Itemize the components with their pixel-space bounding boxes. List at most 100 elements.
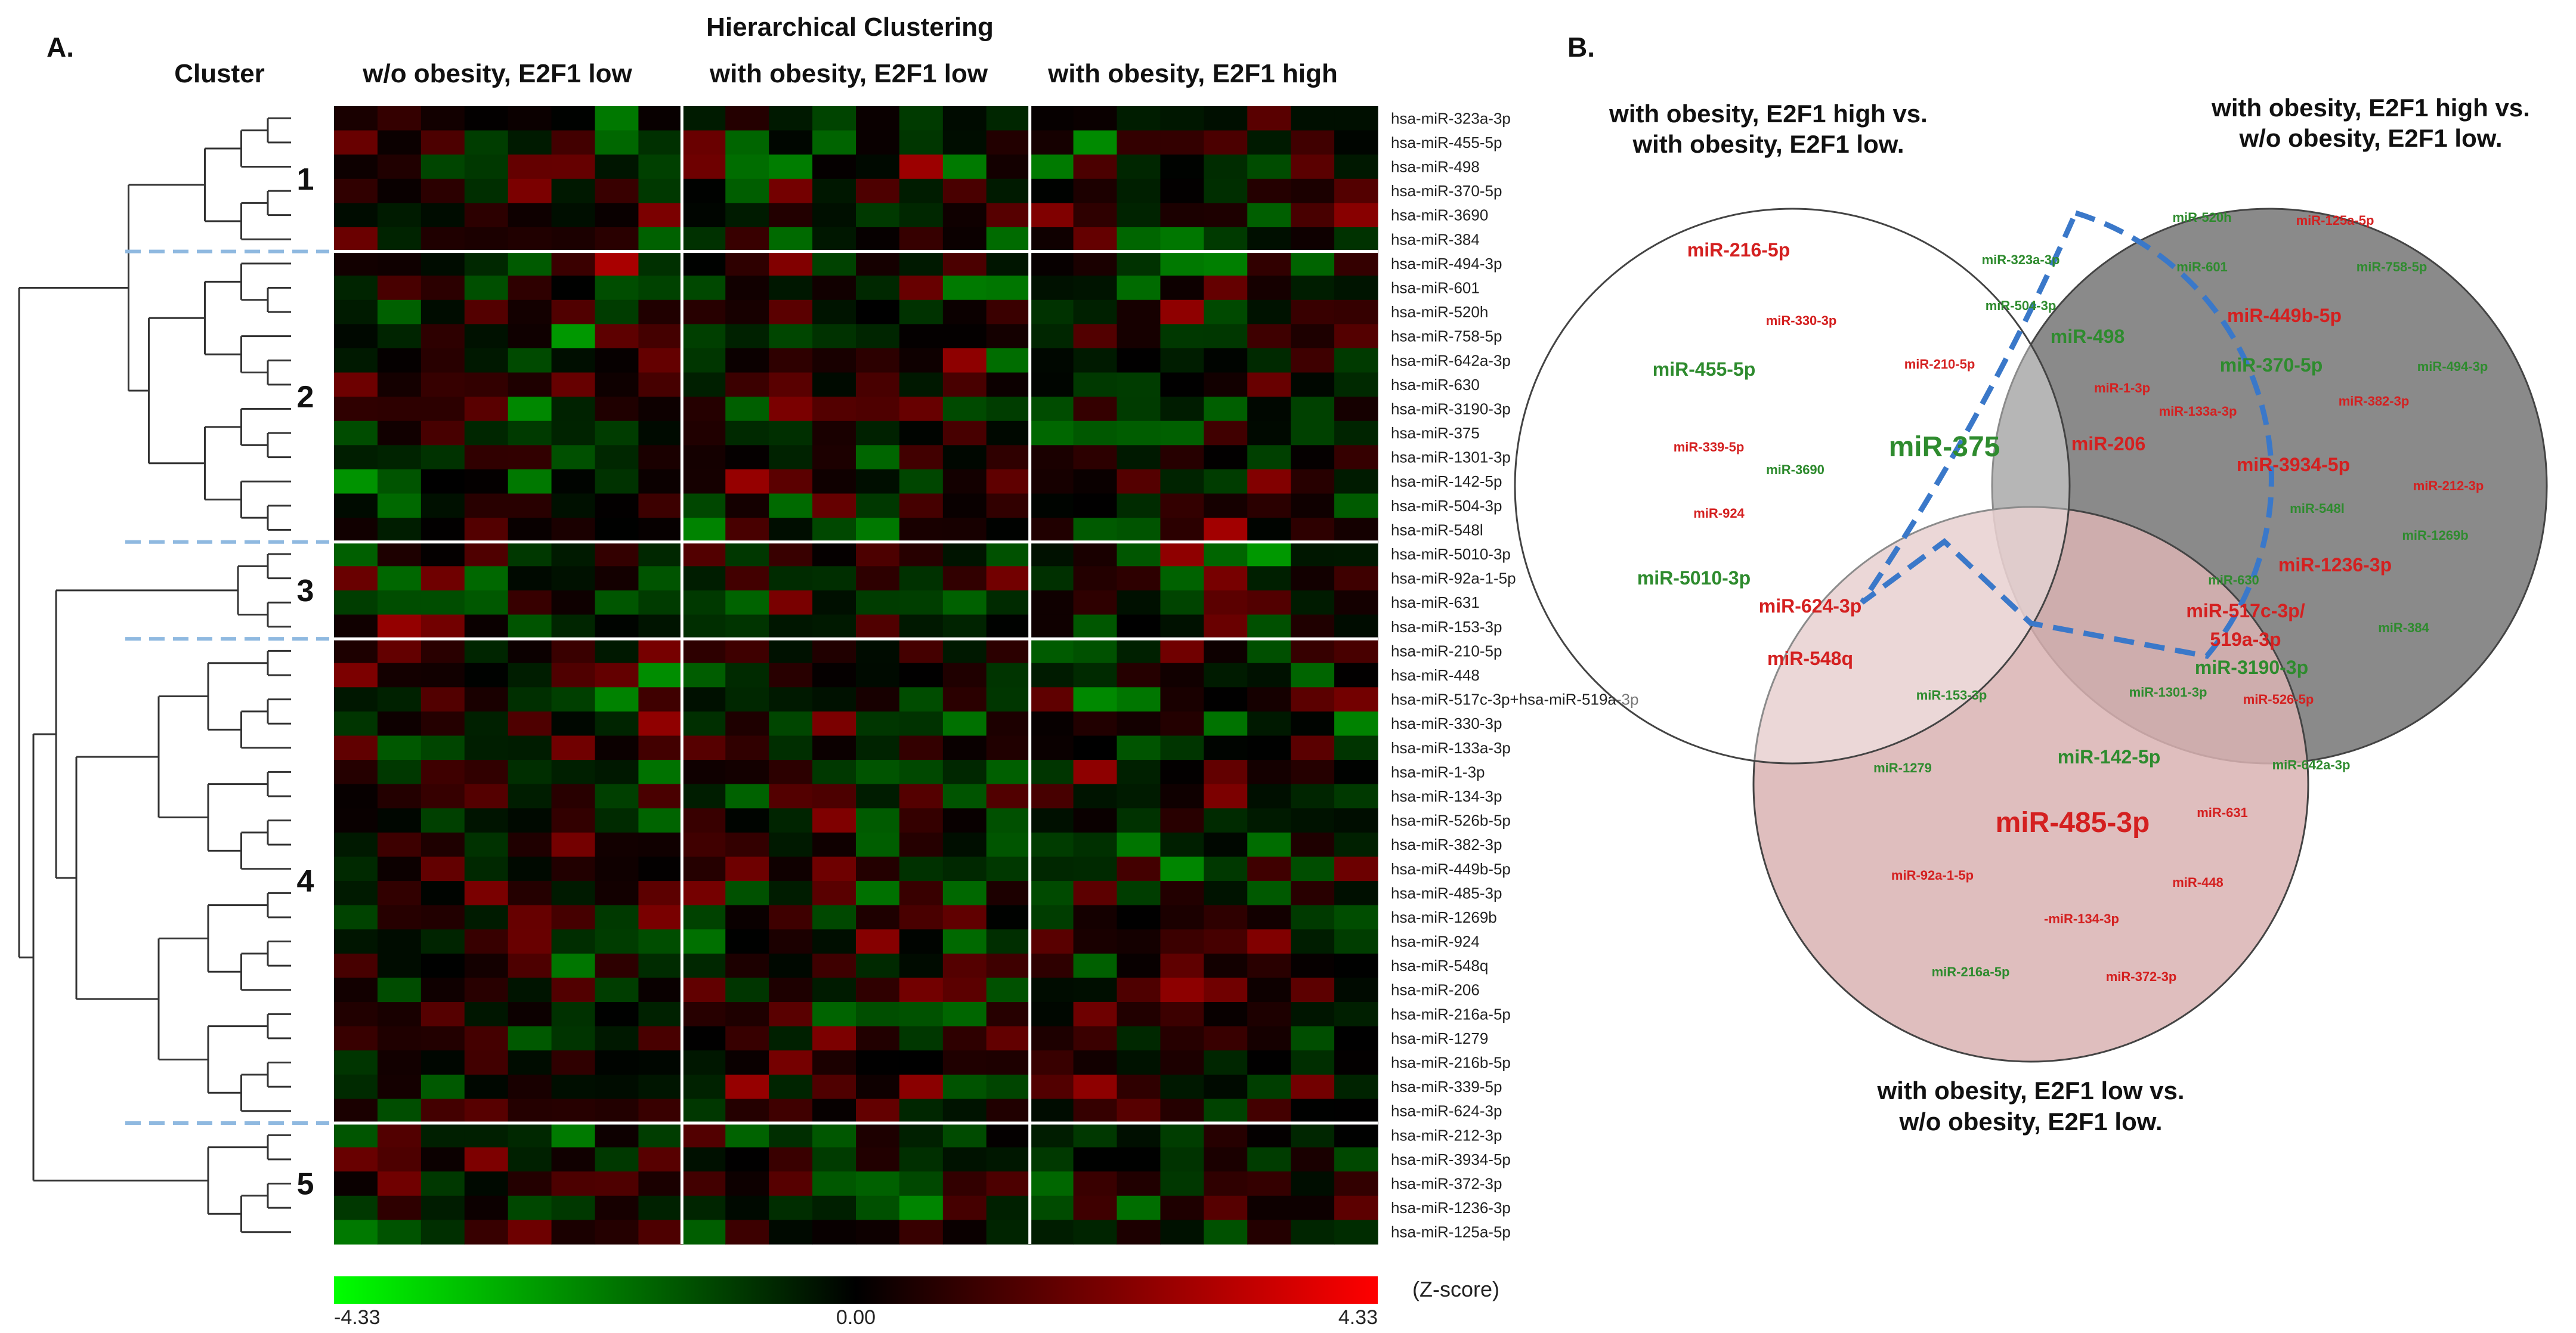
heatmap-cell xyxy=(899,735,944,760)
heatmap-cell xyxy=(725,372,769,397)
cluster-header: Cluster xyxy=(174,59,265,88)
cluster-number: 3 xyxy=(297,574,314,608)
heatmap-cell xyxy=(899,397,944,422)
heatmap-cell xyxy=(334,760,378,785)
heatmap-cell xyxy=(682,566,726,591)
heatmap-cell xyxy=(551,566,596,591)
heatmap-cell xyxy=(986,1123,1031,1148)
heatmap-cell xyxy=(508,469,552,494)
heatmap-cell xyxy=(1029,978,1074,1003)
heatmap-cell xyxy=(638,856,682,882)
heatmap-cell xyxy=(1291,905,1335,930)
heatmap-cell xyxy=(1247,493,1291,518)
heatmap-cell xyxy=(899,566,944,591)
heatmap-cell xyxy=(812,929,856,954)
heatmap-cell xyxy=(464,784,509,809)
heatmap-cell xyxy=(942,542,987,567)
heatmap-cell xyxy=(942,1050,987,1075)
heatmap-cell xyxy=(1204,203,1248,228)
colorbar-mid-label: 0.00 xyxy=(836,1306,876,1329)
row-label: hsa-miR-601 xyxy=(1391,279,1480,297)
heatmap-cell xyxy=(856,590,900,616)
heatmap-cell xyxy=(1160,929,1204,954)
heatmap-cell xyxy=(942,1002,987,1027)
heatmap-cell xyxy=(682,784,726,809)
heatmap-cell xyxy=(334,1195,378,1221)
venn-circle-bottom xyxy=(1752,506,2309,1063)
heatmap-cell xyxy=(1117,639,1161,664)
heatmap-cell xyxy=(464,1050,509,1075)
heatmap-cell xyxy=(551,445,596,470)
heatmap-cell xyxy=(1204,1099,1248,1124)
heatmap-cell xyxy=(899,905,944,930)
heatmap-cell xyxy=(856,978,900,1003)
heatmap-cell xyxy=(1334,203,1378,228)
heatmap-cell xyxy=(1247,227,1291,252)
heatmap-cell xyxy=(769,905,813,930)
heatmap-cell xyxy=(1073,639,1118,664)
heatmap-cell xyxy=(1073,881,1118,906)
heatmap-cell xyxy=(1204,276,1248,301)
heatmap-cell xyxy=(1291,832,1335,858)
heatmap-cell xyxy=(1247,324,1291,349)
heatmap-cell xyxy=(464,978,509,1003)
heatmap-cell xyxy=(551,905,596,930)
heatmap-cell xyxy=(725,1123,769,1148)
heatmap-cell xyxy=(377,203,422,228)
heatmap-cell xyxy=(1073,154,1118,180)
heatmap-cell xyxy=(725,1099,769,1124)
heatmap-cell xyxy=(986,590,1031,616)
heatmap-cell xyxy=(508,324,552,349)
row-label: hsa-miR-384 xyxy=(1391,230,1480,248)
heatmap-cell xyxy=(986,687,1031,712)
heatmap-cell xyxy=(1291,881,1335,906)
heatmap-cell xyxy=(420,735,465,760)
heatmap-cell xyxy=(464,1147,509,1172)
heatmap-cell xyxy=(1029,178,1074,203)
cluster-number: 2 xyxy=(297,380,314,415)
heatmap-cell xyxy=(377,324,422,349)
heatmap-cell xyxy=(1291,130,1335,155)
heatmap-cell xyxy=(899,808,944,833)
heatmap-cell xyxy=(334,469,378,494)
heatmap-cell xyxy=(595,784,639,809)
heatmap-cell xyxy=(595,808,639,833)
heatmap-cell xyxy=(377,978,422,1003)
row-label: hsa-miR-504-3p xyxy=(1391,497,1502,515)
venn-mirna-label: miR-382-3p xyxy=(2339,394,2410,409)
heatmap-cell xyxy=(1073,420,1118,446)
heatmap-cell xyxy=(682,1026,726,1051)
heatmap-cell xyxy=(1247,518,1291,543)
heatmap-cell xyxy=(942,130,987,155)
heatmap-cell xyxy=(464,251,509,276)
heatmap-cell xyxy=(1073,130,1118,155)
heatmap-cell xyxy=(420,760,465,785)
heatmap-cell xyxy=(1073,760,1118,785)
heatmap-cell xyxy=(725,687,769,712)
heatmap-cell xyxy=(899,276,944,301)
heatmap-cell xyxy=(812,881,856,906)
heatmap-cell xyxy=(377,1220,422,1245)
heatmap-cell xyxy=(1334,881,1378,906)
venn-mirna-label: miR-758-5p xyxy=(2357,259,2427,274)
heatmap-cell xyxy=(377,905,422,930)
heatmap-cell xyxy=(377,106,422,131)
heatmap-cell xyxy=(812,348,856,373)
set-right-title-line1: with obesity, E2F1 high vs. xyxy=(2211,94,2530,122)
row-label: hsa-miR-517c-3p+hsa-miR-519a-3p xyxy=(1391,691,1638,709)
venn-mirna-label: miR-449b-5p xyxy=(2227,305,2342,326)
heatmap-cell xyxy=(377,687,422,712)
heatmap-cell xyxy=(420,1171,465,1196)
heatmap-cell xyxy=(595,276,639,301)
heatmap-cell xyxy=(1117,711,1161,737)
heatmap-cell xyxy=(899,1123,944,1148)
heatmap-cell xyxy=(812,760,856,785)
heatmap-cell xyxy=(1247,590,1291,616)
heatmap-cell xyxy=(638,687,682,712)
venn-mirna-label: miR-216a-5p xyxy=(1932,964,2010,979)
heatmap-cell xyxy=(856,808,900,833)
heatmap-cell xyxy=(856,663,900,688)
row-label: hsa-miR-210-5p xyxy=(1391,642,1502,660)
heatmap-cell xyxy=(551,276,596,301)
heatmap-cell xyxy=(1247,881,1291,906)
